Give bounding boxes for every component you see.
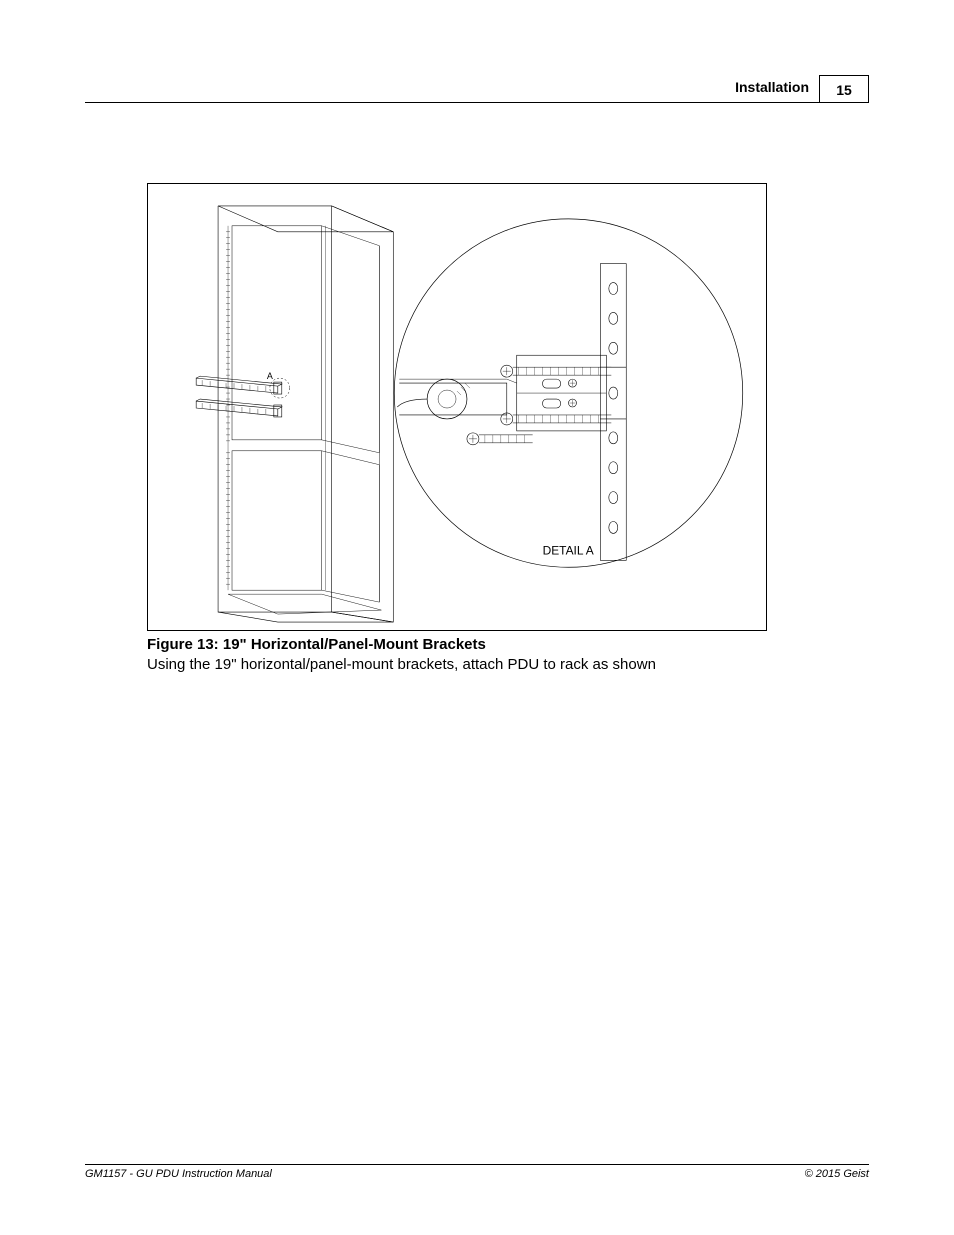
page-header: Installation 15 [85, 75, 869, 103]
figure-13-illustration: A [147, 183, 767, 631]
detail-a-text: DETAIL A [543, 543, 594, 557]
content-area: A [147, 183, 839, 676]
figure-caption: Figure 13: 19" Horizontal/Panel-Mount Br… [147, 635, 839, 676]
header-section-label: Installation [735, 75, 819, 95]
footer-left: GM1157 - GU PDU Instruction Manual [85, 1168, 272, 1180]
page-number: 15 [836, 82, 852, 98]
page-number-box: 15 [819, 75, 869, 103]
page-footer: GM1157 - GU PDU Instruction Manual © 201… [85, 1164, 869, 1180]
figure-title: Figure 13: 19" Horizontal/Panel-Mount Br… [147, 636, 486, 653]
footer-right: © 2015 Geist [805, 1168, 869, 1180]
figure-description: Using the 19" horizontal/panel-mount bra… [147, 656, 656, 673]
callout-a-label: A [267, 371, 273, 381]
